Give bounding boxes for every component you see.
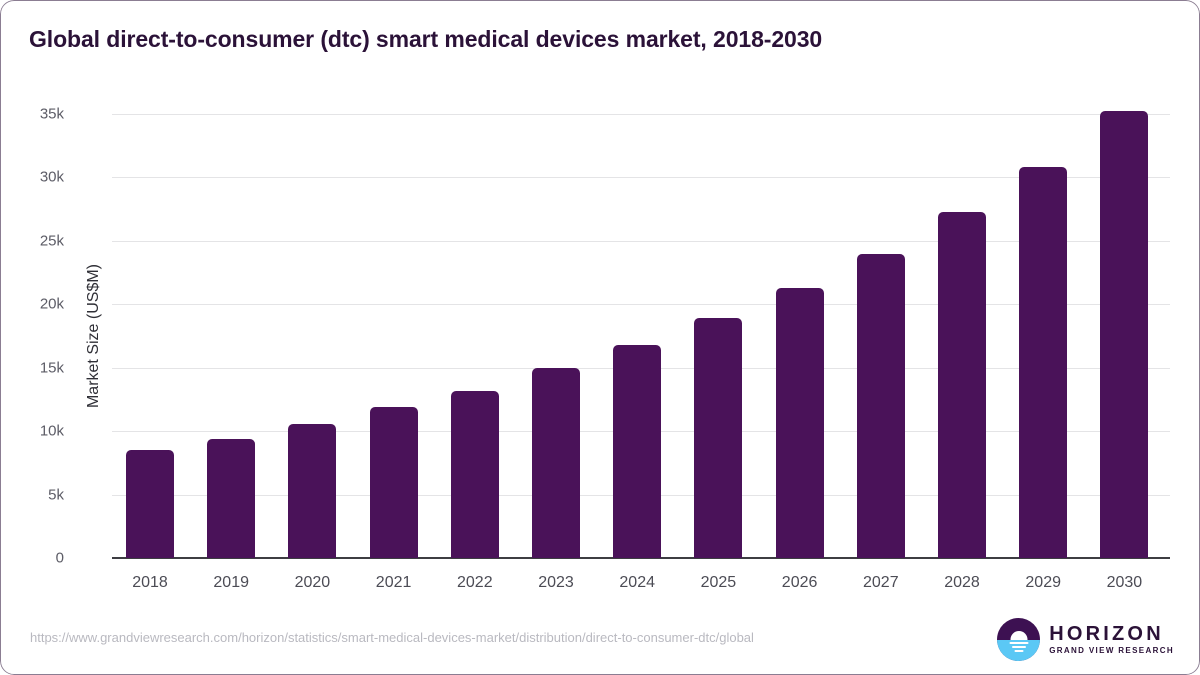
logo-subtitle: GRAND VIEW RESEARCH bbox=[1049, 646, 1174, 655]
x-tick-2024: 2024 bbox=[619, 574, 655, 591]
x-tick-2027: 2027 bbox=[863, 574, 899, 591]
y-tick-5k: 5k bbox=[48, 486, 64, 504]
gridline-35k bbox=[112, 114, 1170, 115]
y-tick-10k: 10k bbox=[39, 422, 64, 440]
x-tick-2026: 2026 bbox=[781, 574, 818, 591]
y-axis-title: Market Size (US$M) bbox=[85, 263, 102, 409]
x-tick-2023: 2023 bbox=[538, 574, 574, 591]
bar-series bbox=[112, 111, 1170, 558]
bar-fill bbox=[369, 407, 418, 558]
x-tick-2028: 2028 bbox=[944, 574, 980, 591]
bar-fill bbox=[532, 367, 580, 558]
bar-fill bbox=[694, 318, 743, 558]
bar-fill bbox=[207, 438, 256, 558]
x-tick-2021: 2021 bbox=[375, 574, 412, 591]
horizon-logo: HORIZON GRAND VIEW RESEARCH bbox=[997, 618, 1174, 661]
x-tick-2030: 2030 bbox=[1106, 574, 1143, 591]
x-tick-2018: 2018 bbox=[132, 574, 168, 591]
bar-fill bbox=[856, 253, 905, 558]
logo-ray-1 bbox=[1009, 641, 1029, 644]
bar-fill bbox=[613, 344, 662, 558]
x-tick-2029: 2029 bbox=[1025, 574, 1061, 591]
y-tick-15k: 15k bbox=[39, 359, 64, 377]
logo-sun bbox=[1010, 631, 1028, 641]
logo-ray-2 bbox=[1011, 645, 1026, 648]
x-tick-2025: 2025 bbox=[700, 574, 737, 591]
y-tick-30k: 30k bbox=[39, 168, 64, 186]
logo-wordmark: HORIZON bbox=[1049, 623, 1164, 645]
y-tick-35k: 35k bbox=[39, 105, 64, 123]
logo-text: HORIZON GRAND VIEW RESEARCH bbox=[1049, 624, 1174, 655]
page-title: Global direct-to-consumer (dtc) smart me… bbox=[29, 26, 823, 52]
y-tick-20k: 20k bbox=[39, 295, 64, 313]
plot-area: Market Size (US$M) 0 5k 10k 15k 20k 25k 30k 35k… bbox=[40, 106, 1170, 591]
bar-fill bbox=[450, 390, 499, 558]
gridline-30k bbox=[112, 177, 1170, 179]
x-tick-2022: 2022 bbox=[457, 574, 493, 591]
bar-fill bbox=[938, 211, 986, 558]
gridline-25k bbox=[112, 240, 1170, 242]
x-tick-2019: 2019 bbox=[213, 574, 249, 591]
source-url[interactable]: https://www.grandviewresearch.com/horizo… bbox=[30, 630, 754, 645]
horizon-sunrise-icon bbox=[997, 618, 1041, 661]
bar-fill bbox=[1019, 167, 1068, 558]
logo-ray-3 bbox=[1014, 649, 1024, 652]
y-tick-0: 0 bbox=[55, 549, 64, 567]
bar-fill bbox=[1100, 111, 1149, 558]
y-tick-25k: 25k bbox=[39, 232, 64, 250]
gridline-20k bbox=[112, 304, 1170, 306]
gridline-0 bbox=[112, 557, 1170, 559]
bar-fill bbox=[126, 450, 174, 558]
x-tick-2020: 2020 bbox=[294, 574, 331, 591]
bar-fill bbox=[775, 287, 824, 558]
bar-fill bbox=[288, 423, 337, 558]
